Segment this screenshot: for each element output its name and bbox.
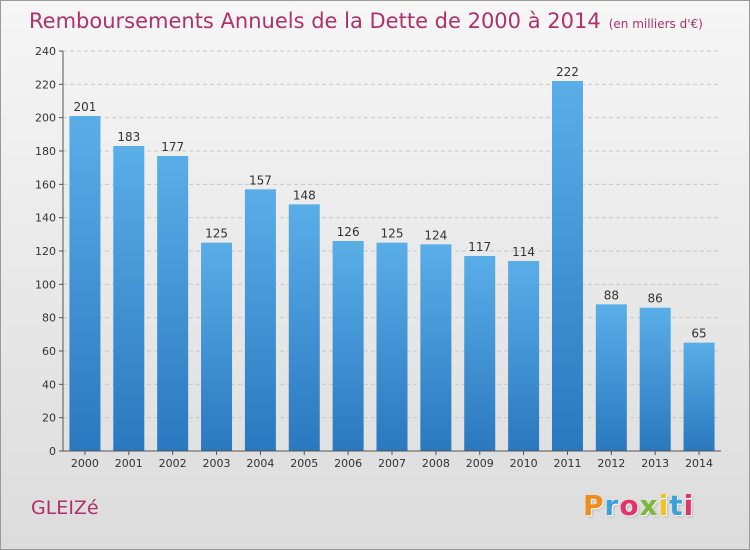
bar-2000 [69, 116, 101, 451]
bar-value-label: 125 [381, 227, 404, 241]
bar-2001 [113, 146, 145, 451]
bar-2009 [464, 256, 496, 451]
bar-value-label: 65 [691, 327, 706, 341]
x-tick-label: 2004 [246, 457, 274, 470]
chart-title-text: Remboursements Annuels de la Dette de 20… [29, 9, 601, 33]
x-tick-label: 2013 [641, 457, 669, 470]
logo-letter: x [639, 489, 659, 522]
x-tick-label: 2010 [510, 457, 538, 470]
commune-name: GLEIZé [31, 497, 99, 519]
y-tick-label: 180 [35, 145, 56, 158]
y-tick-label: 20 [42, 412, 56, 425]
y-tick-label: 80 [42, 312, 56, 325]
chart-subtitle: (en milliers d'€) [608, 17, 703, 31]
y-axis: 0 20 40 60 80 100 120 140 160 180 200 220 240 [35, 45, 64, 458]
x-tick-label: 2012 [597, 457, 625, 470]
x-tick-label: 2008 [422, 457, 450, 470]
x-tick-label: 2014 [685, 457, 713, 470]
bar-2007 [376, 242, 408, 451]
bar-2014 [683, 342, 715, 451]
y-tick-label: 120 [35, 245, 56, 258]
bar-value-label: 222 [556, 65, 579, 79]
x-tick-label: 2003 [203, 457, 231, 470]
y-tick-label: 240 [35, 45, 56, 58]
x-tick-label: 2006 [334, 457, 362, 470]
x-tick-label: 2007 [378, 457, 406, 470]
logo-letter: i [683, 489, 695, 522]
proxiti-logo: Proxiti [583, 489, 694, 522]
logo-letter: r [604, 489, 620, 522]
bar-value-label: 86 [648, 292, 663, 306]
y-tick-label: 60 [42, 345, 56, 358]
bar-value-label: 157 [249, 173, 272, 187]
y-tick-label: 100 [35, 278, 56, 291]
bar-value-label: 88 [604, 288, 619, 302]
x-tick-label: 2009 [466, 457, 494, 470]
bar-2012 [595, 304, 627, 451]
bar-2011 [551, 81, 583, 451]
bar-2003 [201, 242, 233, 451]
bar-2005 [288, 204, 320, 451]
x-tick-label: 2005 [290, 457, 318, 470]
bar-2004 [244, 189, 276, 452]
bar-2002 [157, 156, 189, 451]
y-tick-label: 220 [35, 78, 56, 91]
logo-letter: t [669, 489, 684, 522]
chart-title: Remboursements Annuels de la Dette de 20… [29, 9, 703, 33]
logo-letter: P [583, 489, 605, 522]
bar-value-label: 125 [205, 227, 228, 241]
bar-value-label: 148 [293, 188, 316, 202]
bar-2006 [332, 241, 364, 451]
x-tick-label: 2011 [553, 457, 581, 470]
bar-2013 [639, 307, 671, 451]
y-tick-label: 0 [49, 445, 56, 458]
bar-value-label: 114 [512, 245, 535, 259]
y-tick-label: 40 [42, 378, 56, 391]
bar-2008 [420, 244, 452, 451]
logo-letter: i [658, 489, 670, 522]
y-tick-label: 200 [35, 112, 56, 125]
bar-2010 [508, 261, 540, 451]
x-tick-label: 2001 [115, 457, 143, 470]
bar-value-label: 117 [468, 240, 491, 254]
bar-value-label: 183 [117, 130, 140, 144]
y-tick-label: 140 [35, 212, 56, 225]
logo-letter: o [619, 489, 640, 522]
x-tick-label: 2000 [71, 457, 99, 470]
bars: 201 183 177 125 157 148 126 125 124 117 114 222 88 86… [69, 65, 715, 452]
bar-value-label: 201 [73, 100, 96, 114]
bar-value-label: 177 [161, 140, 184, 154]
x-axis: 2000 2001 2002 2003 2004 2005 2006 2007 2008 2009… [63, 450, 721, 470]
x-tick-label: 2002 [159, 457, 187, 470]
y-tick-label: 160 [35, 178, 56, 191]
bar-value-label: 126 [337, 225, 360, 239]
bar-value-label: 124 [424, 228, 447, 242]
